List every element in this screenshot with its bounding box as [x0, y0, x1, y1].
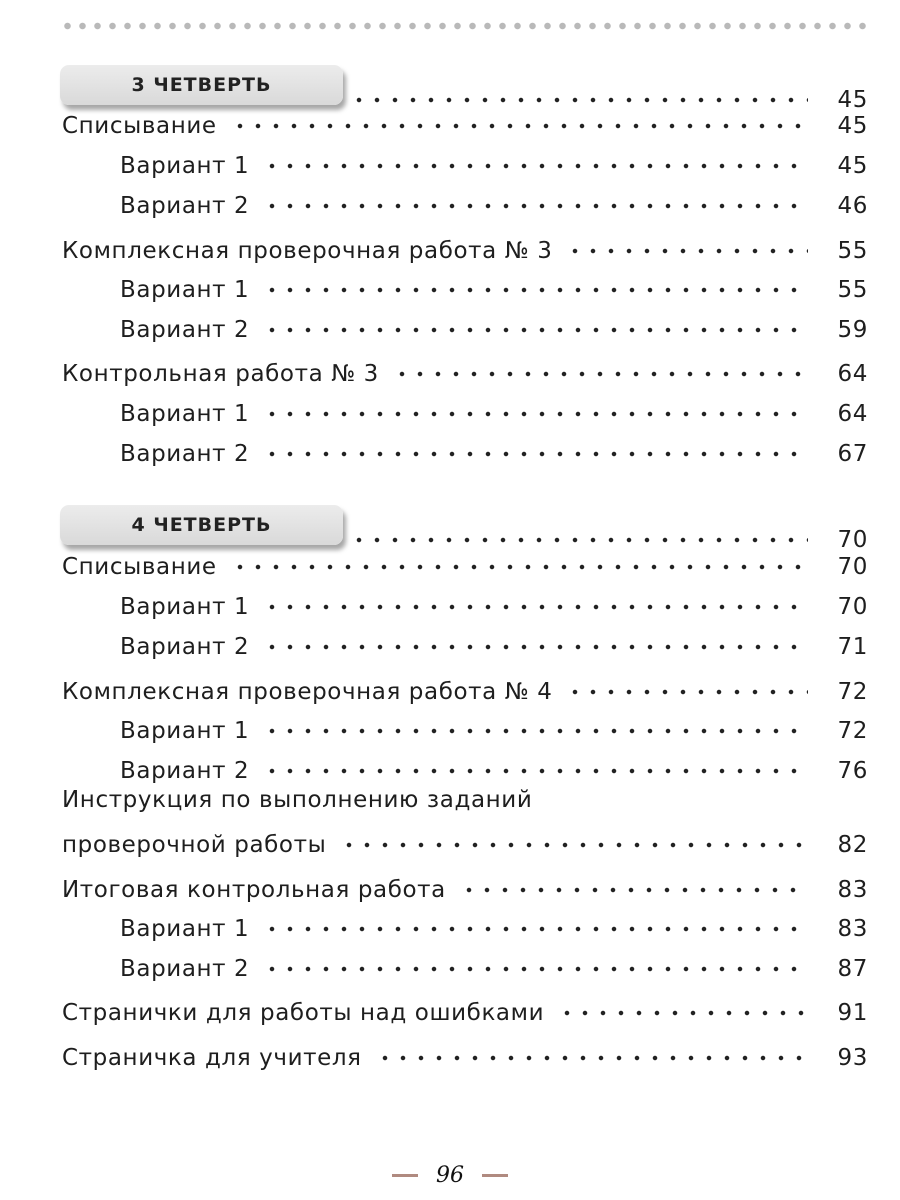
dot-leader [263, 924, 808, 934]
page-number: 46 [837, 193, 868, 219]
page-number: 93 [837, 1045, 868, 1071]
page-number: 45 [837, 113, 868, 139]
page-number: 83 [837, 877, 868, 903]
entry-title: Комплексная проверочная работа № 3 [62, 238, 553, 264]
toc-entry: Вариант 1 64 [0, 393, 900, 427]
entry-title: проверочной работы [62, 832, 327, 858]
entry-title: Вариант 2 [120, 193, 250, 219]
entry-title: Странички для работы над ошибками [62, 1000, 545, 1026]
toc-entry: Страничка для учителя 93 [0, 1037, 900, 1071]
dot-leader [566, 687, 808, 697]
toc-entry: Вариант 2 76 [0, 750, 900, 784]
entry-title: Вариант 1 [120, 153, 250, 179]
section-header-badge: 3 ЧЕТВЕРТЬ [60, 65, 343, 105]
entry-title: Вариант 1 [120, 916, 250, 942]
dot-leader [375, 1053, 808, 1063]
footer-dash-right [482, 1174, 508, 1177]
toc-entry: Вариант 1 45 [0, 145, 900, 179]
entry-title: Вариант 1 [120, 718, 250, 744]
entry-title: Списывание [62, 113, 217, 139]
toc-entry: Вариант 2 46 [0, 185, 900, 219]
dot-leader [459, 885, 808, 895]
page-number: 67 [837, 441, 868, 467]
toc-entry: Вариант 2 67 [0, 433, 900, 467]
entry-title: Итоговая контрольная работа [62, 877, 446, 903]
entry-title: Вариант 1 [120, 594, 250, 620]
entry-title: Вариант 2 [120, 956, 250, 982]
dot-leader [263, 161, 808, 171]
page-number: 64 [837, 401, 868, 427]
page-number: 76 [837, 758, 868, 784]
dot-leader [230, 121, 808, 131]
entry-title: Вариант 1 [120, 277, 250, 303]
toc-entry: Комплексная проверочная работа № 4 72 [0, 671, 900, 705]
toc-entry: Списывание 45 [0, 105, 900, 139]
dot-leader [350, 95, 808, 105]
dot-leader [263, 409, 808, 419]
decorative-dot-border [60, 21, 870, 31]
entry-title: Списывание [62, 554, 217, 580]
section-header-badge: 4 ЧЕТВЕРТЬ [60, 505, 343, 545]
page-number: 59 [837, 317, 868, 343]
toc-entry-line: Инструкция по выполнению заданий [62, 787, 533, 813]
dot-leader [263, 201, 808, 211]
page-number: 72 [837, 718, 868, 744]
page-number: 55 [837, 277, 868, 303]
dot-leader [263, 642, 808, 652]
entry-title: Вариант 1 [120, 401, 250, 427]
toc-entry: Вариант 2 59 [0, 309, 900, 343]
dot-leader [350, 535, 808, 545]
entry-title: Вариант 2 [120, 634, 250, 660]
page-number: 91 [837, 1000, 868, 1026]
entry-title: Комплексная проверочная работа № 4 [62, 679, 553, 705]
page-number: 45 [837, 87, 868, 113]
toc-entry: Списывание 70 [0, 546, 900, 580]
page-number: 72 [837, 679, 868, 705]
dot-leader [340, 840, 808, 850]
dot-leader [263, 726, 808, 736]
page-number: 45 [837, 153, 868, 179]
page-number: 55 [837, 238, 868, 264]
toc-entry: Вариант 1 55 [0, 269, 900, 303]
section-header-row: 70 [0, 519, 900, 553]
toc-entry: Вариант 1 72 [0, 710, 900, 744]
toc-entry: проверочной работы 82 [0, 824, 900, 858]
page-footer: 96 [0, 1163, 900, 1188]
page-number: 70 [837, 527, 868, 553]
toc-entry: Вариант 2 87 [0, 948, 900, 982]
dot-leader [558, 1008, 808, 1018]
dot-leader [263, 285, 808, 295]
page-number: 64 [837, 361, 868, 387]
page-number: 70 [837, 554, 868, 580]
toc-entry: Вариант 1 70 [0, 586, 900, 620]
toc-entry: Вариант 2 71 [0, 626, 900, 660]
toc-entry: Итоговая контрольная работа 83 [0, 869, 900, 903]
footer-dash-left [392, 1174, 418, 1177]
dot-leader [566, 246, 808, 256]
dot-leader [263, 602, 808, 612]
dot-leader [263, 325, 808, 335]
entry-title: Вариант 2 [120, 441, 250, 467]
toc-entry: Вариант 1 83 [0, 908, 900, 942]
page-number: 87 [837, 956, 868, 982]
dot-leader [263, 766, 808, 776]
section-header-row: 45 [0, 79, 900, 113]
dot-leader [263, 964, 808, 974]
entry-title: Страничка для учителя [62, 1045, 362, 1071]
dot-leader [230, 562, 808, 572]
toc-entry: Контрольная работа № 3 64 [0, 353, 900, 387]
page-number: 83 [837, 916, 868, 942]
entry-title: Вариант 2 [120, 317, 250, 343]
page-number: 96 [436, 1163, 464, 1188]
dot-leader [263, 449, 808, 459]
toc-entry: Комплексная проверочная работа № 3 55 [0, 230, 900, 264]
dot-leader [392, 369, 808, 379]
entry-title: Вариант 2 [120, 758, 250, 784]
page-number: 71 [837, 634, 868, 660]
entry-title: Контрольная работа № 3 [62, 361, 379, 387]
page-number: 82 [837, 832, 868, 858]
toc-entry: Странички для работы над ошибками 91 [0, 992, 900, 1026]
page-number: 70 [837, 594, 868, 620]
